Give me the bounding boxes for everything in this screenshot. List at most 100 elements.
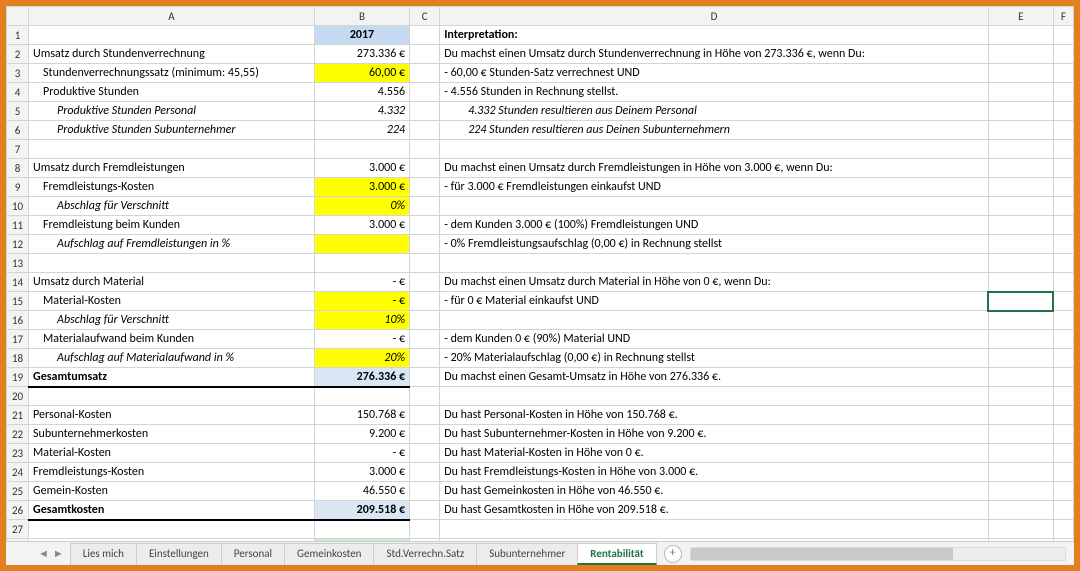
cell[interactable]: 224 bbox=[314, 121, 409, 140]
cell[interactable] bbox=[440, 311, 989, 330]
cell[interactable] bbox=[314, 140, 409, 159]
add-sheet-button[interactable]: + bbox=[664, 545, 682, 563]
cell[interactable] bbox=[988, 216, 1053, 235]
cell[interactable]: Fremdleistungs-Kosten bbox=[29, 463, 315, 482]
sheet-tab[interactable]: Std.Verrechn.Satz bbox=[373, 543, 477, 565]
cell[interactable]: Du hast Subunternehmer-Kosten in Höhe vo… bbox=[440, 425, 989, 444]
cell[interactable] bbox=[1053, 330, 1073, 349]
cell[interactable]: Material-Kosten bbox=[29, 444, 315, 463]
corner-cell[interactable] bbox=[7, 7, 29, 26]
cell[interactable] bbox=[988, 121, 1053, 140]
cell[interactable] bbox=[1053, 539, 1073, 542]
cell[interactable]: 9.200 € bbox=[314, 425, 409, 444]
cell[interactable] bbox=[1053, 387, 1073, 406]
cell[interactable]: Gesamtkosten bbox=[29, 501, 315, 520]
cell[interactable] bbox=[440, 254, 989, 273]
cell[interactable]: Produktive Stunden bbox=[29, 83, 315, 102]
sheet-tab[interactable]: Lies mich bbox=[70, 543, 137, 565]
cell[interactable] bbox=[1053, 482, 1073, 501]
cell[interactable]: Abschlag für Verschnitt bbox=[29, 311, 315, 330]
cell[interactable]: Du machst einen Umsatz durch Stundenverr… bbox=[440, 45, 989, 64]
cell[interactable] bbox=[988, 311, 1053, 330]
chevron-right-icon[interactable]: ► bbox=[53, 547, 64, 560]
cell[interactable] bbox=[314, 387, 409, 406]
cell[interactable]: Du hast Material-Kosten in Höhe von 0 €. bbox=[440, 444, 989, 463]
cell[interactable] bbox=[1053, 311, 1073, 330]
cell[interactable]: - dem Kunden 0 € (90%) Material UND bbox=[440, 330, 989, 349]
cell[interactable] bbox=[988, 64, 1053, 83]
cell[interactable] bbox=[988, 539, 1053, 542]
cell[interactable]: Umsatz durch Stundenverrechnung bbox=[29, 45, 315, 64]
cell[interactable]: - € bbox=[314, 444, 409, 463]
row-header[interactable]: 12 bbox=[7, 235, 29, 254]
cell[interactable]: Aufschlag auf Fremdleistungen in % bbox=[29, 235, 315, 254]
cell[interactable]: Du hast Gesamtkosten in Höhe von 209.518… bbox=[440, 501, 989, 520]
cell[interactable] bbox=[988, 140, 1053, 159]
cell[interactable] bbox=[410, 235, 440, 254]
cell[interactable] bbox=[410, 501, 440, 520]
cell[interactable] bbox=[1053, 273, 1073, 292]
row-header[interactable]: 17 bbox=[7, 330, 29, 349]
cell[interactable] bbox=[988, 482, 1053, 501]
cell[interactable]: Subunternehmerkosten bbox=[29, 425, 315, 444]
cell[interactable] bbox=[1053, 349, 1073, 368]
row-header[interactable]: 21 bbox=[7, 406, 29, 425]
row-header[interactable]: 27 bbox=[7, 520, 29, 539]
cell[interactable]: 2017 bbox=[314, 26, 409, 45]
cell[interactable] bbox=[410, 64, 440, 83]
cell[interactable]: - € bbox=[314, 292, 409, 311]
cell[interactable] bbox=[1053, 102, 1073, 121]
sheet-tab[interactable]: Rentabilität bbox=[577, 543, 656, 565]
cell[interactable]: Du machst einen Umsatz durch Fremdleistu… bbox=[440, 159, 989, 178]
col-header-f[interactable]: F bbox=[1053, 7, 1073, 26]
cell[interactable] bbox=[410, 292, 440, 311]
cell[interactable] bbox=[1053, 159, 1073, 178]
row-header[interactable]: 8 bbox=[7, 159, 29, 178]
cell[interactable] bbox=[410, 311, 440, 330]
cell[interactable] bbox=[1053, 368, 1073, 387]
row-header[interactable]: 22 bbox=[7, 425, 29, 444]
cell[interactable] bbox=[440, 520, 989, 539]
cell[interactable] bbox=[988, 387, 1053, 406]
cell[interactable] bbox=[410, 349, 440, 368]
cell[interactable] bbox=[1053, 140, 1073, 159]
cell[interactable]: Gemein-Kosten bbox=[29, 482, 315, 501]
cell[interactable]: Stundenverrechnungssatz (minimum: 45,55) bbox=[29, 64, 315, 83]
cell[interactable] bbox=[988, 45, 1053, 64]
cell[interactable] bbox=[1053, 197, 1073, 216]
cell[interactable]: 20% bbox=[314, 349, 409, 368]
scroll-thumb[interactable] bbox=[691, 548, 953, 560]
cell[interactable] bbox=[1053, 406, 1073, 425]
cell[interactable] bbox=[410, 368, 440, 387]
cell[interactable] bbox=[988, 368, 1053, 387]
row-header[interactable]: 24 bbox=[7, 463, 29, 482]
col-header-d[interactable]: D bbox=[440, 7, 989, 26]
tab-nav-arrows[interactable]: ◄ ► bbox=[38, 547, 64, 560]
row-header[interactable]: 23 bbox=[7, 444, 29, 463]
cell[interactable]: 150.768 € bbox=[314, 406, 409, 425]
row-header[interactable]: 14 bbox=[7, 273, 29, 292]
cell[interactable] bbox=[410, 254, 440, 273]
row-header[interactable]: 19 bbox=[7, 368, 29, 387]
cell[interactable] bbox=[988, 463, 1053, 482]
cell[interactable] bbox=[988, 26, 1053, 45]
row-header[interactable]: 18 bbox=[7, 349, 29, 368]
cell[interactable]: Produktive Stunden Subunternehmer bbox=[29, 121, 315, 140]
cell[interactable] bbox=[1053, 216, 1073, 235]
cell[interactable] bbox=[1053, 444, 1073, 463]
cell[interactable] bbox=[410, 45, 440, 64]
cell[interactable] bbox=[988, 197, 1053, 216]
cell[interactable]: 66.818 € bbox=[314, 539, 409, 542]
row-header[interactable]: 6 bbox=[7, 121, 29, 140]
cell[interactable]: Materialaufwand beim Kunden bbox=[29, 330, 315, 349]
cell[interactable] bbox=[988, 83, 1053, 102]
cell[interactable]: Material-Kosten bbox=[29, 292, 315, 311]
cell[interactable]: - für 0 € Material einkaufst UND bbox=[440, 292, 989, 311]
cell[interactable] bbox=[410, 425, 440, 444]
cell[interactable]: Abschlag für Verschnitt bbox=[29, 197, 315, 216]
cell[interactable]: 3.000 € bbox=[314, 178, 409, 197]
cell[interactable] bbox=[1053, 501, 1073, 520]
cell[interactable] bbox=[988, 406, 1053, 425]
col-header-a[interactable]: A bbox=[29, 7, 315, 26]
cell[interactable]: Du hast Gemeinkosten in Höhe von 46.550 … bbox=[440, 482, 989, 501]
